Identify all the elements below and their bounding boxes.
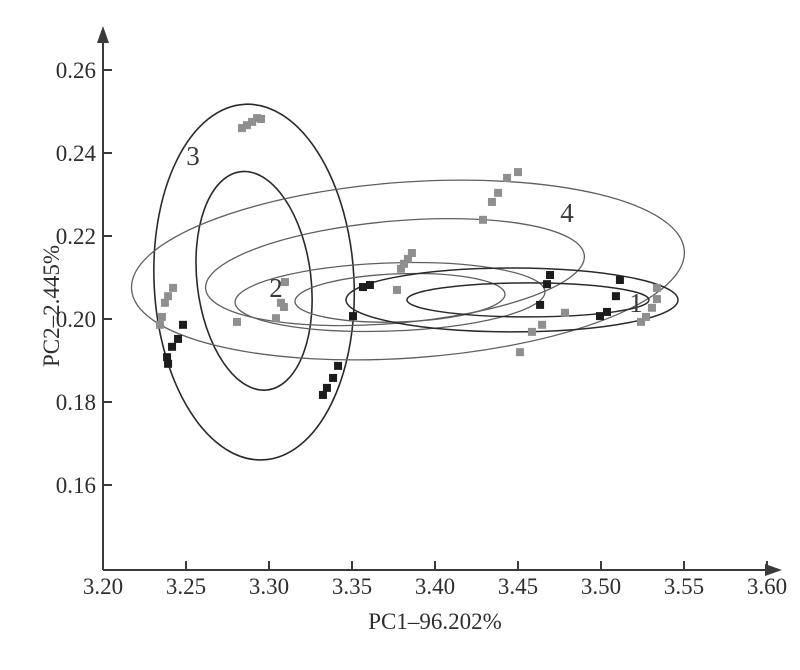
confidence-ellipse-1-inner xyxy=(406,282,650,318)
data-point-black-squares xyxy=(348,312,357,321)
group-label-2: 2 xyxy=(269,273,283,303)
data-point-gray-squares xyxy=(503,173,512,182)
data-point-black-squares xyxy=(334,361,343,370)
x-tick-label: 3.35 xyxy=(332,574,372,599)
data-point-black-squares xyxy=(318,390,327,399)
data-point-gray-squares xyxy=(392,285,401,294)
data-point-gray-squares xyxy=(515,348,524,357)
data-point-black-squares xyxy=(536,300,545,309)
data-point-black-squares xyxy=(365,280,374,289)
data-point-gray-squares xyxy=(487,197,496,206)
y-tick-label: 0.18 xyxy=(56,390,96,415)
data-point-black-squares xyxy=(179,320,188,329)
data-point-gray-squares xyxy=(280,278,289,287)
x-tick-label: 3.20 xyxy=(83,574,123,599)
x-tick-label: 3.25 xyxy=(166,574,206,599)
data-point-gray-squares xyxy=(242,121,251,130)
data-point-black-squares xyxy=(611,292,620,301)
data-point-gray-squares xyxy=(257,114,266,123)
group-label-1: 1 xyxy=(629,288,643,318)
data-point-gray-squares xyxy=(155,320,164,329)
confidence-ellipse-2-outer xyxy=(234,261,546,333)
confidence-ellipse-2-inner xyxy=(294,272,506,323)
data-point-gray-squares xyxy=(396,264,405,273)
data-point-gray-squares xyxy=(514,168,522,177)
data-point-gray-squares xyxy=(652,295,661,304)
data-point-gray-squares xyxy=(637,317,646,326)
x-tick-label: 3.30 xyxy=(249,574,289,599)
x-tick-label: 3.50 xyxy=(581,574,621,599)
data-point-black-squares xyxy=(602,307,611,316)
data-point-gray-squares xyxy=(169,283,178,292)
data-point-gray-squares xyxy=(647,303,656,312)
data-point-gray-squares xyxy=(641,312,650,321)
confidence-ellipse-3-inner xyxy=(195,170,313,391)
data-point-gray-squares xyxy=(538,320,547,329)
data-point-black-squares xyxy=(358,283,367,292)
x-tick-label: 3.45 xyxy=(498,574,538,599)
data-point-gray-squares xyxy=(248,117,257,126)
data-point-black-squares xyxy=(596,312,605,321)
data-point-gray-squares xyxy=(527,327,536,336)
confidence-ellipse-1-outer xyxy=(345,267,679,333)
data-point-gray-squares xyxy=(560,308,569,317)
data-point-black-squares xyxy=(543,280,552,289)
data-point-gray-squares xyxy=(279,302,288,311)
data-point-black-squares xyxy=(546,271,555,280)
y-tick-label: 0.16 xyxy=(56,473,96,498)
data-point-black-squares xyxy=(615,275,624,284)
data-point-black-squares xyxy=(329,373,338,382)
data-point-gray-squares xyxy=(271,314,280,323)
data-point-gray-squares xyxy=(164,292,173,301)
y-axis-arrow xyxy=(97,26,109,43)
confidence-ellipse-3-outer xyxy=(153,103,356,461)
data-point-gray-squares xyxy=(652,283,661,292)
data-point-gray-squares xyxy=(403,254,412,263)
data-point-gray-squares xyxy=(478,215,487,224)
group-label-4: 4 xyxy=(560,198,574,228)
x-tick-label: 3.55 xyxy=(664,574,704,599)
x-axis-title: PC1–96.202% xyxy=(368,609,502,634)
data-point-black-squares xyxy=(174,334,183,343)
confidence-ellipse-4-outer xyxy=(130,179,686,361)
data-point-gray-squares xyxy=(237,124,246,133)
data-point-black-squares xyxy=(163,353,172,362)
x-axis-arrow xyxy=(765,564,782,576)
data-point-gray-squares xyxy=(276,298,285,307)
data-point-gray-squares xyxy=(494,188,503,197)
data-point-gray-squares xyxy=(399,259,408,268)
y-tick-label: 0.26 xyxy=(56,58,96,83)
data-point-black-squares xyxy=(322,383,331,392)
y-axis-title: PC2–2.445% xyxy=(39,244,64,368)
x-tick-label: 3.60 xyxy=(747,574,787,599)
y-tick-label: 0.22 xyxy=(56,224,96,249)
data-point-gray-squares xyxy=(157,312,166,321)
y-tick-label: 0.24 xyxy=(56,141,97,166)
data-point-black-squares xyxy=(168,342,177,351)
data-point-gray-squares xyxy=(407,249,416,258)
data-point-gray-squares xyxy=(232,317,241,326)
data-point-black-squares xyxy=(164,359,173,368)
data-point-gray-squares xyxy=(160,298,169,307)
y-tick-label: 0.20 xyxy=(56,307,96,332)
x-tick-label: 3.40 xyxy=(415,574,455,599)
group-label-3: 3 xyxy=(186,141,200,171)
